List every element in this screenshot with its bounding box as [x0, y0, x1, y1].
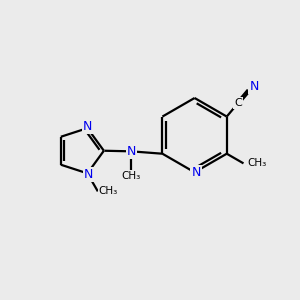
Text: CH₃: CH₃ — [122, 171, 141, 181]
Text: N: N — [249, 80, 259, 93]
Text: CH₃: CH₃ — [99, 186, 118, 197]
Text: N: N — [84, 168, 94, 181]
Text: CH₃: CH₃ — [247, 158, 266, 168]
Text: N: N — [127, 145, 136, 158]
Text: C: C — [234, 98, 242, 108]
Text: N: N — [83, 120, 92, 133]
Text: N: N — [191, 166, 201, 179]
